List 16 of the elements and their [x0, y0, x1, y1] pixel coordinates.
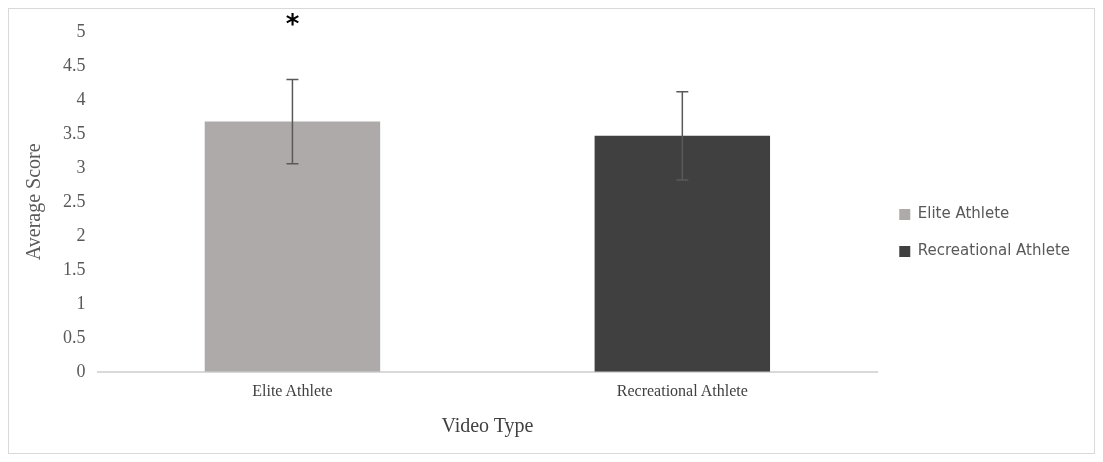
y-tick-label: 2: [76, 224, 86, 245]
y-tick-label: 1.5: [63, 258, 86, 279]
annotation: *: [285, 9, 300, 40]
x-axis-title: Video Type: [441, 414, 534, 438]
y-tick-label: 5: [76, 20, 86, 41]
legend-label: Recreational Athlete: [917, 241, 1070, 260]
y-tick-label: 2.5: [63, 190, 86, 211]
y-tick-label: 1: [76, 292, 86, 313]
legend-label: Elite Athlete: [917, 204, 1010, 223]
y-tick-label: 0.5: [63, 326, 86, 347]
y-tick-label: 3: [76, 156, 86, 177]
y-tick-label: 4: [76, 88, 86, 109]
y-tick-label: 4.5: [63, 54, 86, 75]
y-axis-title: Average Score: [22, 143, 46, 261]
y-tick-label: 3.5: [63, 122, 86, 143]
y-tick-label: 0: [76, 360, 86, 381]
